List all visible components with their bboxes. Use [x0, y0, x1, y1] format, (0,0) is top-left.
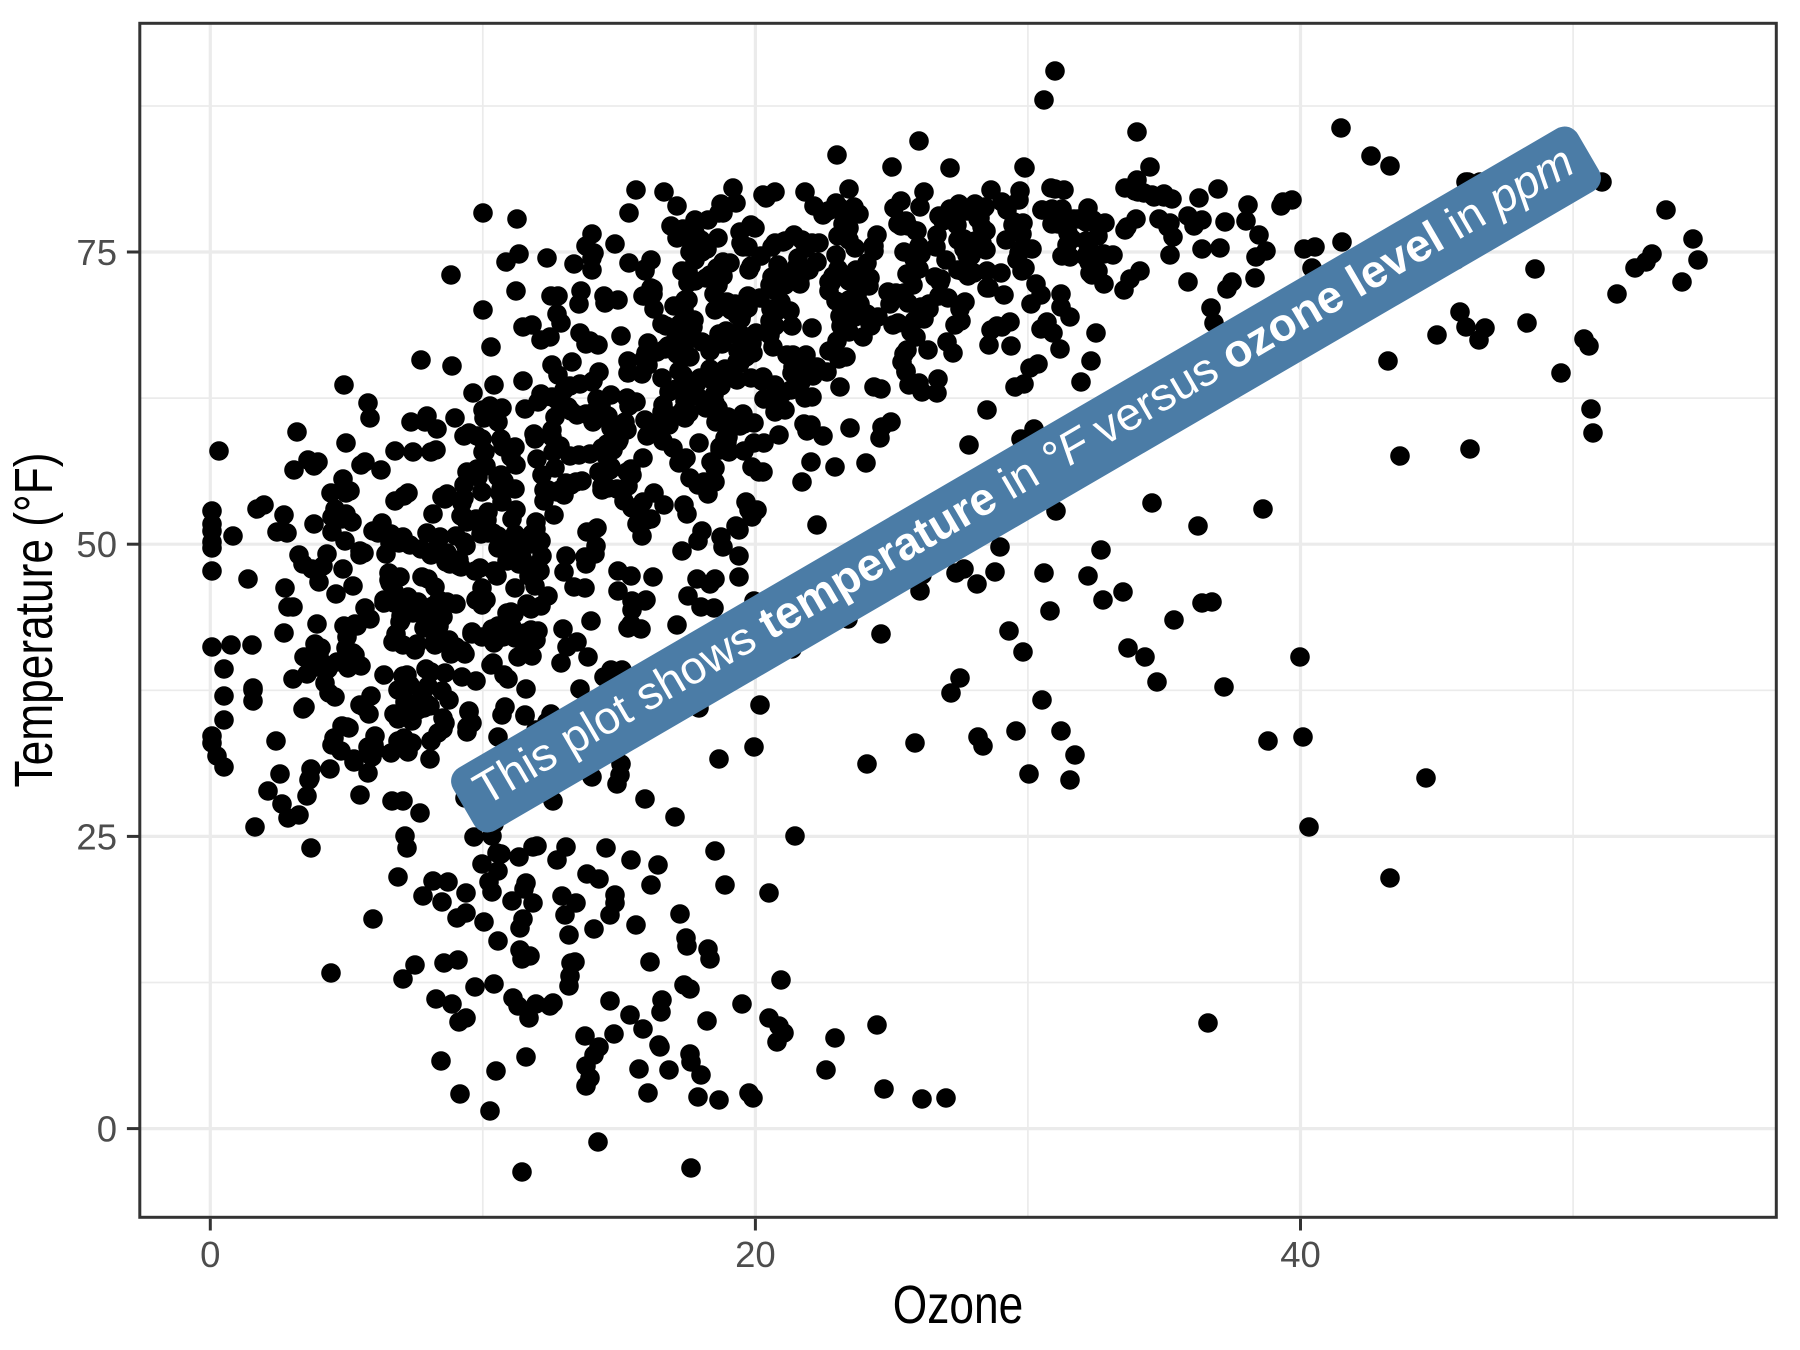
svg-text:Temperature (°F): Temperature (°F): [4, 453, 64, 788]
svg-text:0: 0: [97, 1109, 117, 1150]
svg-text:25: 25: [76, 816, 117, 857]
svg-text:75: 75: [76, 232, 117, 273]
svg-text:40: 40: [1280, 1234, 1321, 1275]
svg-text:Ozone: Ozone: [893, 1275, 1023, 1335]
svg-text:0: 0: [200, 1234, 220, 1275]
svg-text:50: 50: [76, 524, 117, 565]
svg-text:20: 20: [735, 1234, 776, 1275]
